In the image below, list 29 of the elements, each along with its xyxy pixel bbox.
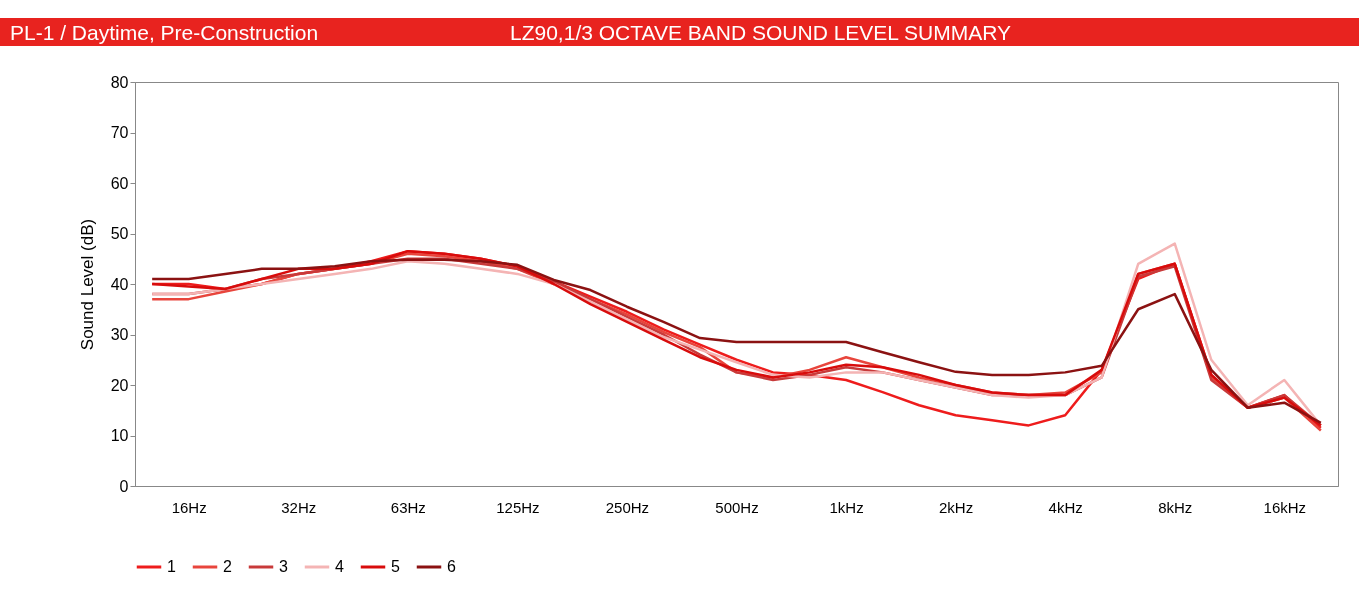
y-tick-label: 80 [110,73,129,91]
x-tick-label: 4kHz [1048,498,1083,516]
x-tick-label: 125Hz [496,498,540,516]
x-tick-label: 8kHz [1158,498,1193,516]
legend-label: 5 [391,558,400,575]
x-tick-label: 250Hz [605,498,650,516]
y-tick-label: 10 [110,427,129,444]
legend-label: 3 [279,558,288,575]
y-tick-label: 0 [119,477,129,495]
chart-subtitle: LZ90,1/3 OCTAVE BAND SOUND LEVEL SUMMARY [510,20,1012,46]
chart-title: PL-1 / Daytime, Pre-Construction [10,20,319,46]
x-tick-label: 16Hz [171,498,207,516]
x-tick-label: 32Hz [281,498,317,516]
x-tick-label: 63Hz [390,498,426,516]
x-tick-label: 500Hz [715,498,759,516]
x-tick-label: 16kHz [1263,498,1307,516]
y-tick-label: 30 [110,326,129,343]
y-tick-label: 60 [110,174,129,192]
legend-label: 2 [223,558,232,575]
legend-label: 6 [447,558,456,575]
y-tick-label: 50 [110,225,129,242]
y-tick-label: 40 [110,275,129,293]
y-tick-label: 20 [110,376,129,394]
x-tick-label: 2kHz [939,498,974,516]
x-tick-label: 1kHz [829,498,864,516]
legend-label: 1 [167,558,176,575]
y-tick-label: 70 [110,124,129,141]
y-axis-title: Sound Level (dB) [77,218,97,351]
legend-label: 4 [335,558,344,575]
